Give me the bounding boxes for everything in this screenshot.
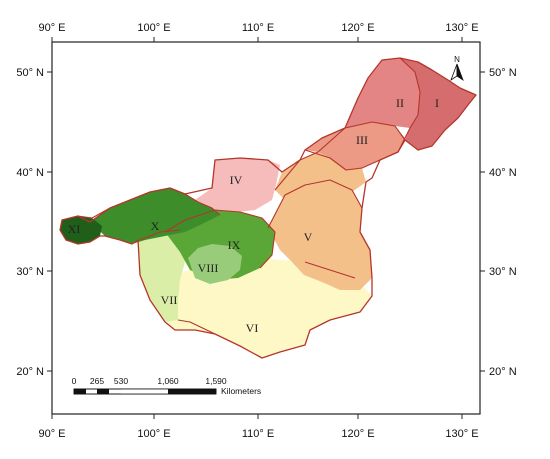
zone-label-III: III xyxy=(356,133,368,147)
zone-VIII xyxy=(188,244,242,284)
lat-tick-left-50: 50° N xyxy=(16,67,44,79)
lon-tick-top-100: 100° E xyxy=(137,22,170,34)
zone-I xyxy=(400,58,476,150)
lon-tick-bottom-90: 90° E xyxy=(38,428,65,440)
zone-label-VI: VI xyxy=(246,321,259,335)
zone-V xyxy=(268,180,372,290)
scale-label-1590: 1,590 xyxy=(205,376,227,386)
lon-tick-top-130: 130° E xyxy=(445,22,478,34)
zone-IV xyxy=(185,158,280,222)
region-outline xyxy=(59,57,477,359)
lat-tick-left-20: 20° N xyxy=(16,366,44,378)
zone-XI xyxy=(60,216,102,244)
scale-bar: 0 265 530 1,060 1,590 Kilometers xyxy=(72,376,262,396)
lon-tick-top-110: 110° E xyxy=(242,22,274,34)
lat-tick-right-50: 50° N xyxy=(489,67,517,79)
lat-tick-right-30: 30° N xyxy=(489,266,517,278)
zone-label-IV: IV xyxy=(230,173,243,187)
lon-tick-bottom-120: 120° E xyxy=(341,428,374,440)
lat-tick-right-40: 40° N xyxy=(489,167,517,179)
scale-label-0: 0 xyxy=(72,376,77,386)
zone-labels: I II III IV V VI VII VIII IX X XI xyxy=(68,96,439,335)
lon-tick-bottom-110: 110° E xyxy=(242,428,274,440)
lon-tick-bottom-130: 130° E xyxy=(445,428,478,440)
zone-VII xyxy=(138,230,190,322)
scale-label-265: 265 xyxy=(90,376,104,386)
zone-label-XI: XI xyxy=(68,222,81,236)
lat-tick-left-40: 40° N xyxy=(16,167,44,179)
zone-label-IX: IX xyxy=(228,238,241,252)
scale-label-530: 530 xyxy=(114,376,128,386)
side-ticks xyxy=(47,71,485,372)
lon-tick-top-90: 90° E xyxy=(38,22,65,34)
lon-tick-top-120: 120° E xyxy=(341,22,374,34)
zone-VI xyxy=(150,258,372,358)
top-ticks xyxy=(51,37,463,42)
bottom-ticks xyxy=(51,414,463,419)
lat-tick-left-30: 30° N xyxy=(16,266,44,278)
scale-unit: Kilometers xyxy=(221,386,261,396)
lat-tick-right-20: 20° N xyxy=(489,366,517,378)
zone-label-X: X xyxy=(151,219,160,233)
north-arrow-icon: N xyxy=(450,55,464,82)
scale-label-1060: 1,060 xyxy=(157,376,179,386)
lon-tick-bottom-100: 100° E xyxy=(137,428,170,440)
zone-label-VIII: VIII xyxy=(198,261,219,275)
zones xyxy=(60,58,476,358)
zone-label-V: V xyxy=(304,230,313,244)
north-arrow-label: N xyxy=(454,55,460,64)
zone-label-I: I xyxy=(435,96,439,110)
zone-label-VII: VII xyxy=(161,293,178,307)
zone-X xyxy=(90,188,220,244)
zone-label-II: II xyxy=(396,96,404,110)
zone-V-north xyxy=(275,152,366,205)
zone-II xyxy=(345,58,420,128)
